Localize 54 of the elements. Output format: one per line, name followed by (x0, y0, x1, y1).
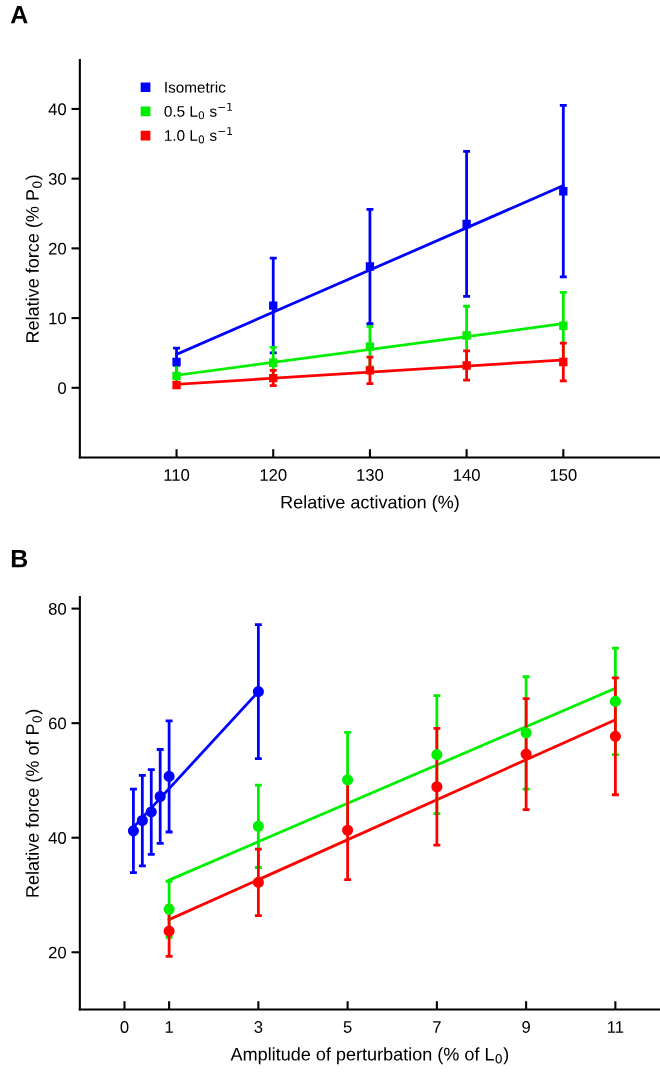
point (269, 358, 278, 367)
point (252, 876, 264, 888)
x-tick-label: 140 (453, 469, 480, 481)
x-tick-label: 9 (522, 1021, 530, 1033)
y-tick-label: 30 (48, 173, 67, 185)
point (431, 781, 443, 793)
point (365, 342, 375, 351)
y-tick-label: 20 (48, 242, 67, 255)
point (520, 748, 532, 760)
x-tick-label: 3 (254, 1021, 263, 1033)
point (520, 727, 532, 739)
chart-title: B (11, 550, 28, 568)
x-tick-label: 110 (164, 469, 190, 481)
point (252, 686, 264, 698)
x-tick-label: 130 (357, 469, 384, 481)
y-tick-label: 20 (48, 946, 67, 959)
point (609, 695, 621, 707)
point (431, 749, 443, 761)
y-axis-title: Relative force (% P$_{0}$) (25, 175, 43, 343)
point (127, 825, 139, 837)
y-axis-title: Relative force (% of P$_{0}$) (25, 709, 43, 897)
point (136, 814, 148, 827)
x-tick-label: 1 (165, 1021, 173, 1033)
x-tick-label: 150 (550, 469, 577, 481)
point (365, 262, 375, 271)
point (609, 730, 621, 742)
legend-label: 0.5 L$_{0}$ s$^{−1}$ (164, 102, 233, 120)
point (252, 820, 264, 832)
y-tick-label: 40 (48, 103, 67, 116)
point (559, 187, 568, 196)
x-tick-label: 7 (433, 1021, 441, 1033)
point (154, 790, 166, 803)
x-tick-label: 5 (343, 1021, 352, 1033)
x-tick-label: 120 (260, 469, 287, 481)
point (462, 219, 471, 229)
chart-title: A (10, 5, 28, 24)
point (342, 824, 354, 836)
point (462, 331, 471, 340)
y-tick-label: 10 (49, 312, 67, 325)
point (163, 770, 175, 782)
point (342, 774, 354, 786)
y-tick-label: 40 (48, 832, 67, 844)
x-tick-label: 11 (607, 1021, 624, 1033)
legend-label: Isometric (165, 81, 226, 93)
y-tick-label: 60 (48, 717, 67, 730)
legend-label: 1.0 L$_{0}$ s$^{−1}$ (165, 127, 233, 144)
point (269, 301, 278, 310)
point (145, 806, 157, 818)
x-tick-label: 0 (120, 1021, 129, 1033)
y-tick-label: 80 (48, 603, 67, 615)
point (559, 321, 568, 330)
x-axis-title: Amplitude of perturbation (% of L$_{0}$) (230, 1047, 509, 1065)
y-tick-label: 0 (58, 382, 67, 395)
x-axis-title: Relative activation (%) (281, 495, 459, 513)
